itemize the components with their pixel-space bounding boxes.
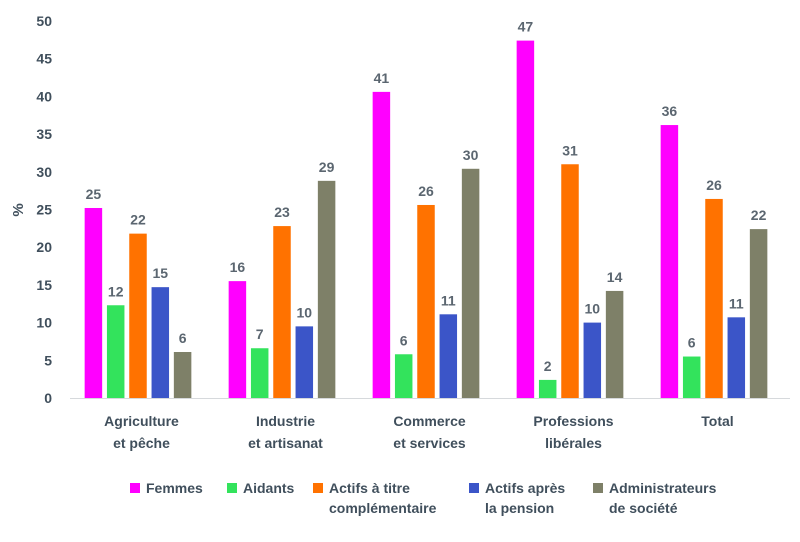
y-tick-label: 10: [36, 315, 52, 331]
legend-label-line: complémentaire: [329, 500, 437, 516]
legend-label: Femmes: [146, 478, 203, 498]
data-label: 41: [374, 70, 390, 86]
bar: [439, 314, 458, 398]
x-category-label: Industrie: [256, 413, 315, 429]
bar: [705, 198, 723, 398]
bar: [317, 180, 336, 398]
data-label: 11: [441, 292, 456, 308]
x-category-label: Commerce: [393, 413, 466, 429]
bar: [660, 125, 679, 398]
data-label: 6: [400, 332, 408, 348]
data-label: 7: [256, 326, 264, 342]
bar: [84, 207, 103, 398]
legend-item: Actifs après la pension: [469, 478, 565, 518]
legend-label-line: Administrateurs: [609, 480, 717, 496]
y-tick-label: 15: [36, 277, 52, 293]
data-label: 11: [729, 295, 744, 311]
data-label: 26: [418, 183, 434, 199]
legend-label: Aidants: [243, 478, 294, 498]
bar: [682, 356, 701, 398]
legend-swatch: [469, 483, 479, 493]
x-category-label: et pêche: [113, 435, 170, 451]
data-label: 16: [230, 259, 246, 275]
bar: [372, 91, 391, 398]
y-axis: 0 5 10 15 20 25 30 35 40 45 50: [36, 13, 52, 406]
legend-item: Femmes: [130, 478, 203, 498]
bar: [394, 354, 413, 398]
legend-swatch: [593, 483, 603, 493]
y-tick-label: 5: [44, 352, 52, 368]
data-label: 23: [274, 204, 290, 220]
bar: [417, 204, 435, 398]
x-category-label: Agriculture: [104, 413, 179, 429]
y-tick-label: 30: [36, 164, 52, 180]
bar: [461, 168, 480, 398]
bar: [295, 326, 314, 398]
bar: [561, 164, 579, 398]
legend-item: Actifs à titre complémentaire: [313, 478, 436, 518]
data-label: 26: [706, 177, 722, 193]
legend-label-line: Actifs après: [485, 480, 566, 496]
bar: [228, 281, 247, 398]
legend-label-line: la pension: [485, 500, 555, 516]
data-label: 22: [130, 212, 146, 228]
y-tick-label: 20: [36, 239, 52, 255]
x-category-label: et artisanat: [248, 435, 323, 451]
data-label: 12: [108, 283, 124, 299]
data-label: 15: [153, 265, 169, 281]
y-tick-label: 45: [36, 51, 52, 67]
bar: [173, 352, 192, 398]
legend-label: Administrateurs de société: [609, 478, 716, 518]
legend-item: Aidants: [227, 478, 294, 498]
bar: [106, 305, 125, 398]
data-label: 30: [463, 147, 479, 163]
x-category-label: et services: [393, 435, 466, 451]
legend-label: Actifs après la pension: [485, 478, 565, 518]
data-label: 6: [179, 330, 187, 346]
data-label: 29: [319, 159, 335, 175]
data-label: 6: [688, 335, 696, 351]
bar: [151, 287, 170, 398]
bar: [129, 233, 147, 398]
bar: [583, 322, 602, 398]
y-tick-label: 35: [36, 126, 52, 142]
legend-label-line: de société: [609, 500, 678, 516]
bar: [538, 379, 557, 398]
y-tick-label: 40: [36, 88, 52, 104]
legend-swatch: [227, 483, 237, 493]
legend-swatch: [130, 483, 140, 493]
legend: Femmes Aidants Actifs à titre complémentair…: [130, 478, 790, 528]
x-category-label: Professions: [533, 413, 613, 429]
bar: [605, 290, 624, 398]
x-category-label: libérales: [545, 435, 602, 451]
data-label: 31: [562, 142, 578, 158]
y-tick-label: 0: [44, 390, 52, 406]
y-tick-label: 50: [36, 13, 52, 29]
y-axis-label: %: [10, 203, 27, 216]
bar: [727, 317, 746, 398]
legend-label: Actifs à titre complémentaire: [329, 478, 436, 518]
x-axis-categories: Agriculture et pêche Industrie et artisanat…: [104, 413, 734, 451]
legend-label-line: Actifs à titre: [329, 480, 410, 496]
y-tick-label: 25: [36, 202, 52, 218]
bar: [749, 229, 768, 398]
data-label: 25: [86, 186, 102, 202]
data-label: 47: [518, 19, 534, 35]
data-label: 2: [544, 358, 552, 374]
data-label: 36: [662, 103, 678, 119]
data-label: 14: [607, 269, 623, 285]
bar: [516, 40, 535, 398]
legend-label-line: Aidants: [243, 480, 295, 496]
data-label: 10: [297, 304, 313, 320]
bar: [250, 348, 269, 398]
x-category-label: Total: [701, 413, 733, 429]
data-label: 10: [585, 301, 601, 317]
data-label: 22: [751, 207, 767, 223]
legend-swatch: [313, 483, 323, 493]
legend-item: Administrateurs de société: [593, 478, 716, 518]
bar: [273, 226, 291, 398]
legend-label-line: Femmes: [146, 480, 203, 496]
